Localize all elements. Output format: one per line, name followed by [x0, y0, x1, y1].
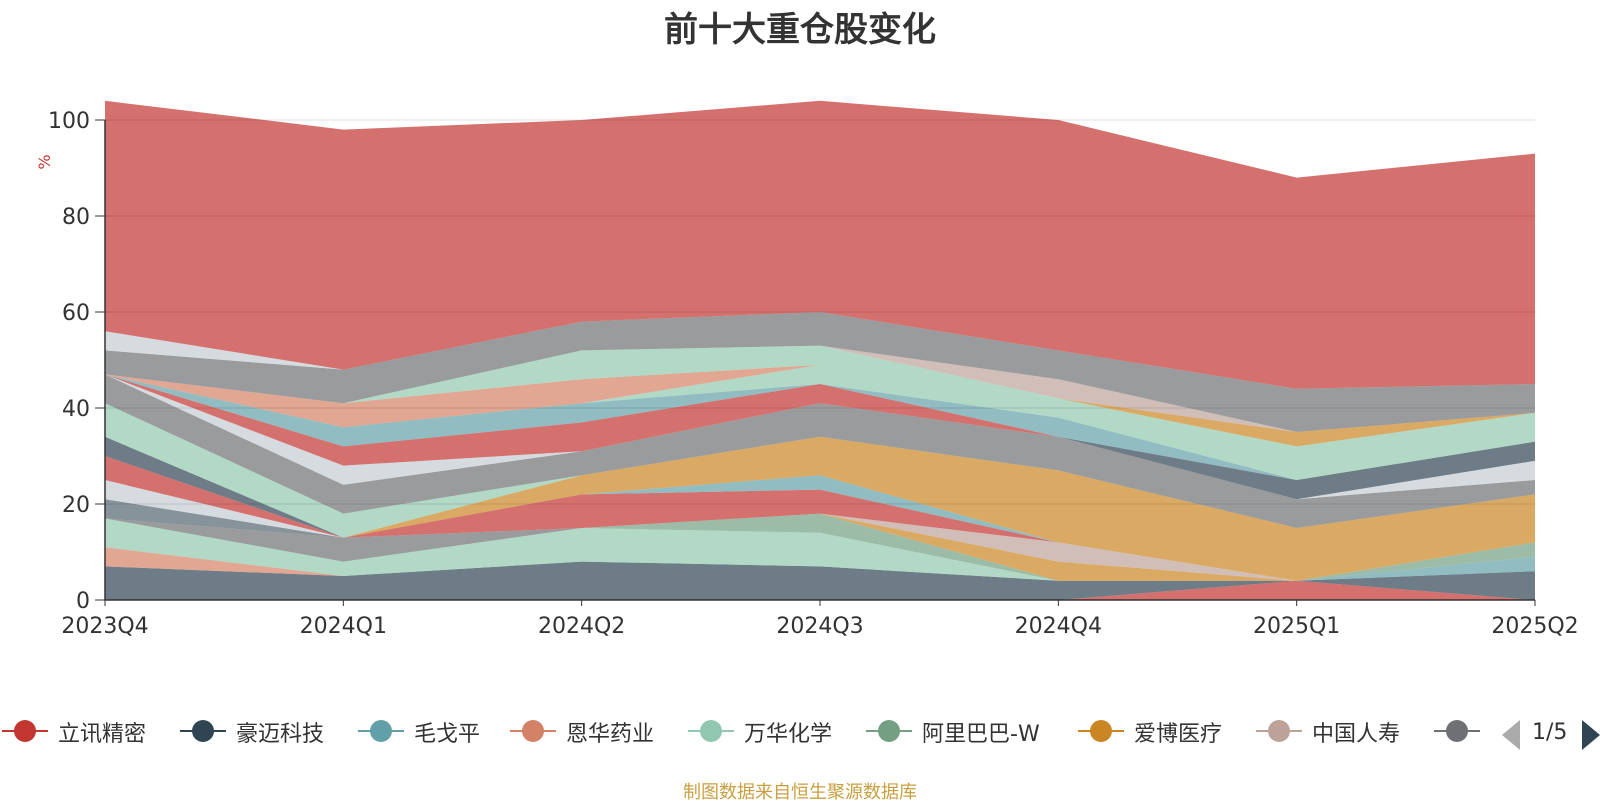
- area-series-25: [105, 345, 1535, 432]
- legend-swatch-dot: [700, 720, 722, 742]
- legend-label: 毛戈平: [414, 722, 481, 747]
- legend-swatch-icon: [686, 716, 736, 746]
- legend-label: 豪迈科技: [236, 722, 325, 747]
- legend-next-page-arrow-icon[interactable]: [1582, 720, 1600, 750]
- legend-swatch-dot: [878, 720, 900, 742]
- y-tick-label: 40: [62, 397, 90, 422]
- area-series-0: [105, 580, 1535, 600]
- legend-swatch-dot: [370, 720, 392, 742]
- area-series-5: [105, 513, 1535, 581]
- area-series-17: [105, 374, 1535, 500]
- legend-label: 爱博医疗: [1134, 722, 1223, 747]
- area-series-26: [105, 312, 1535, 432]
- area-series-14: [105, 436, 1535, 581]
- x-tick-label: 2024Q1: [300, 614, 387, 639]
- legend-swatch-dot: [14, 720, 36, 742]
- legend-label: 中国人寿: [1312, 722, 1401, 747]
- x-tick-label: 2025Q2: [1491, 614, 1578, 639]
- legend-label: 阿里巴巴-W: [922, 722, 1040, 747]
- legend-swatch-icon: [508, 716, 558, 746]
- legend-label: 恩华药业: [566, 722, 655, 747]
- legend-swatch-icon: [356, 716, 406, 746]
- x-tick-label: 2024Q2: [538, 614, 625, 639]
- area-series-8: [105, 513, 1535, 581]
- x-tick-label: 2024Q3: [776, 614, 863, 639]
- legend-page-indicator: 1/5: [1532, 720, 1568, 745]
- chart-legend: 立讯精密 豪迈科技 毛戈平 恩华药业 万华化学 阿里巴巴-W 爱博医疗 中国人寿: [0, 712, 1600, 752]
- legend-swatch-dot: [522, 720, 544, 742]
- y-axis-unit-label: %: [35, 154, 54, 169]
- legend-swatch-icon: [1076, 716, 1126, 746]
- area-series-28: [105, 100, 1535, 389]
- legend-swatch-icon: [864, 716, 914, 746]
- x-tick-label: 2023Q4: [61, 614, 148, 639]
- legend-swatch-dot: [1268, 720, 1290, 742]
- area-series-1: [105, 561, 1535, 600]
- legend-swatch-icon: [0, 716, 50, 746]
- data-source-note: 制图数据来自恒生聚源数据库: [683, 782, 917, 803]
- area-series-15: [105, 403, 1535, 538]
- legend-swatch-icon: [178, 716, 228, 746]
- area-series-7: [105, 513, 1535, 581]
- y-tick-label: 60: [62, 301, 90, 326]
- legend-swatch-dot: [192, 720, 214, 742]
- legend-swatch-dot: [1090, 720, 1112, 742]
- legend-label: 立讯精密: [58, 722, 147, 747]
- legend-label: 万华化学: [744, 722, 833, 747]
- x-tick-label: 2024Q4: [1015, 614, 1102, 639]
- stacked-area-chart: 0 20 40 60 80 100 2023Q4 2024Q1 2024Q2 2024Q3 2024…: [35, 100, 1579, 639]
- area-series-24: [105, 345, 1535, 432]
- legend-swatch-dot: [1446, 720, 1468, 742]
- chart-title: 前十大重仓股变化: [664, 10, 936, 50]
- area-series-4: [105, 518, 1535, 581]
- y-tick-label: 0: [76, 589, 90, 614]
- area-series-20: [105, 374, 1535, 480]
- area-series-19: [105, 374, 1535, 480]
- y-tick-label: 80: [62, 205, 90, 230]
- y-tick-label: 20: [62, 493, 90, 518]
- area-series-23: [105, 364, 1535, 432]
- x-tick-label: 2025Q1: [1253, 614, 1340, 639]
- area-series-18: [105, 374, 1535, 500]
- legend-prev-page-arrow-icon[interactable]: [1502, 720, 1520, 750]
- legend-swatch-icon: [1432, 716, 1482, 746]
- y-tick-label: 100: [48, 109, 90, 134]
- legend-swatch-icon: [1254, 716, 1304, 746]
- area-series-16: [105, 374, 1535, 528]
